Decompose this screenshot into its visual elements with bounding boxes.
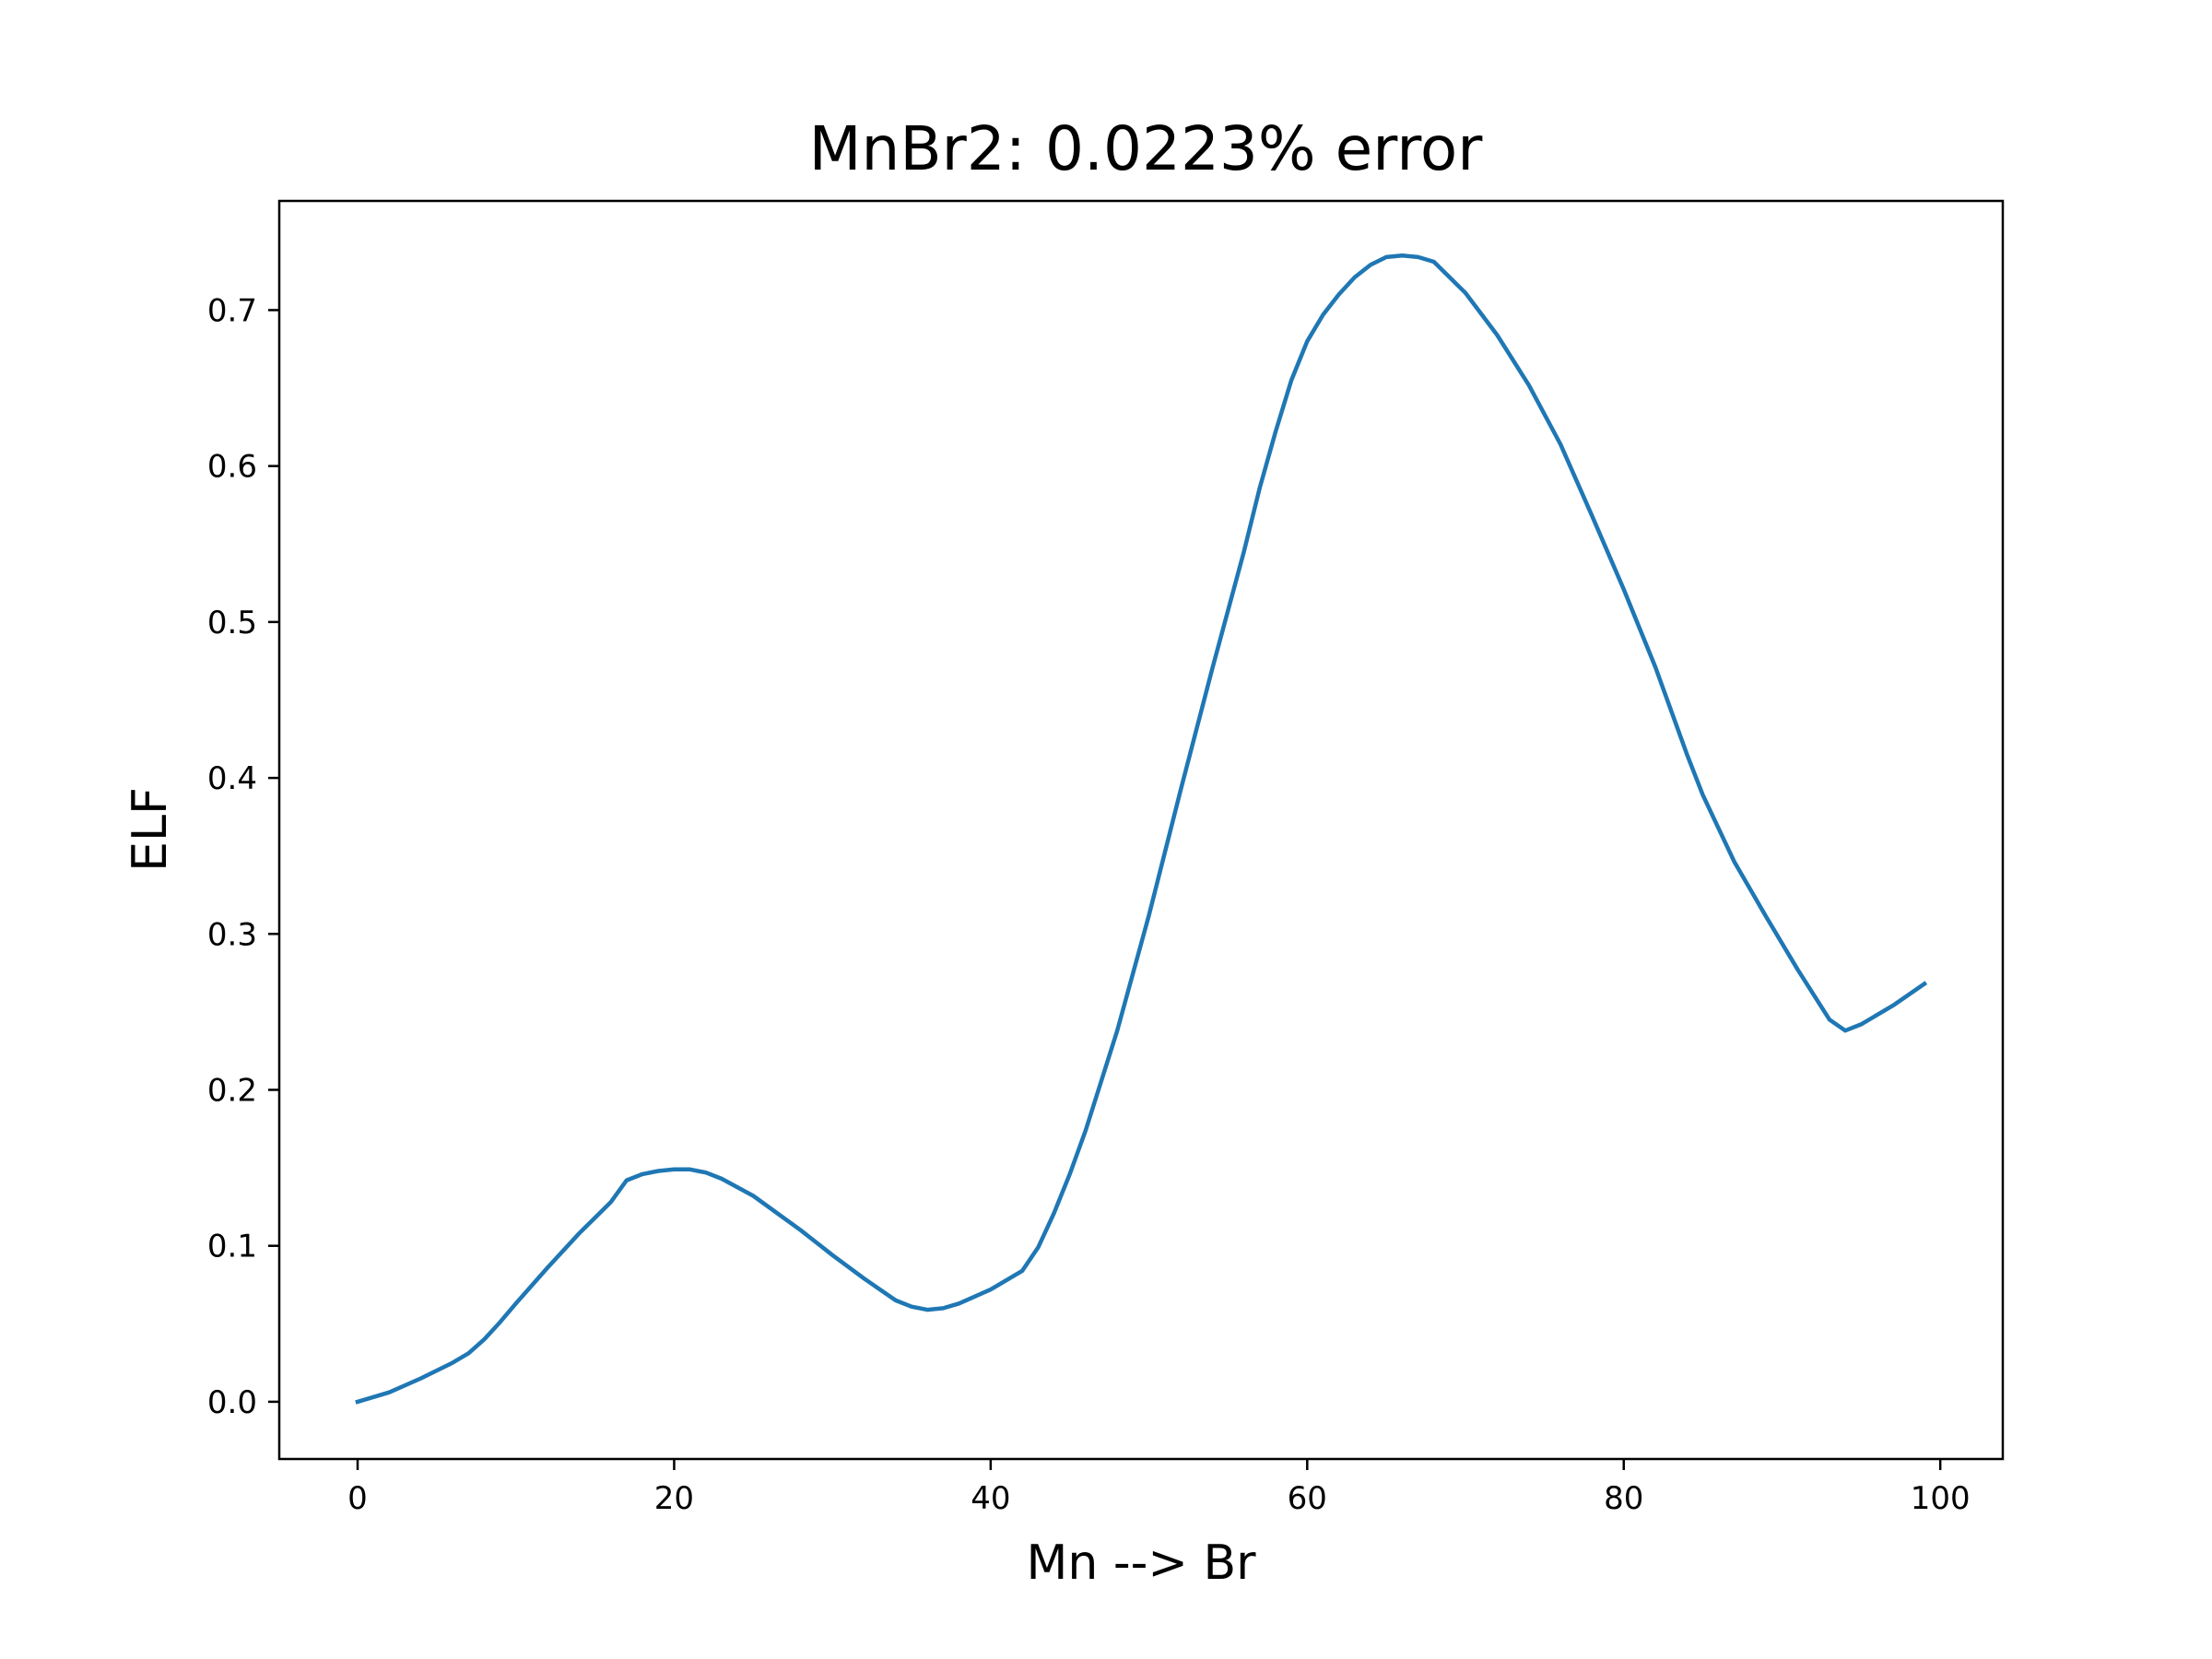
x-tick-label: 20 xyxy=(654,1480,694,1517)
y-tick-label: 0.7 xyxy=(207,292,257,329)
x-tick-label: 100 xyxy=(1911,1480,1971,1517)
y-axis-label: ELF xyxy=(123,787,178,872)
axes-frame xyxy=(277,199,2005,1461)
y-tick-label: 0.3 xyxy=(207,916,257,953)
x-axis-label: Mn --> Br xyxy=(1026,1535,1256,1591)
y-axis-ticks: 0.0 0.1 0.2 0.3 0.4 0.5 0.6 0.7 xyxy=(207,292,279,1421)
chart-title: MnBr2: 0.0223% error xyxy=(809,113,1484,184)
y-tick-label: 0.4 xyxy=(207,760,257,797)
x-tick-label: 60 xyxy=(1288,1480,1327,1517)
plot-area xyxy=(355,253,1928,1405)
x-tick-label: 40 xyxy=(971,1480,1010,1517)
y-tick-label: 0.1 xyxy=(207,1229,257,1265)
y-tick-label: 0.5 xyxy=(207,605,257,641)
y-tick-label: 0.6 xyxy=(207,449,257,486)
series-line xyxy=(355,253,1928,1405)
x-tick-label: 80 xyxy=(1604,1480,1643,1517)
y-tick-label: 0.0 xyxy=(207,1384,257,1421)
x-tick-label: 0 xyxy=(347,1480,368,1517)
x-axis-ticks: 0 20 40 60 80 100 xyxy=(347,1459,1971,1517)
y-tick-label: 0.2 xyxy=(207,1072,257,1109)
